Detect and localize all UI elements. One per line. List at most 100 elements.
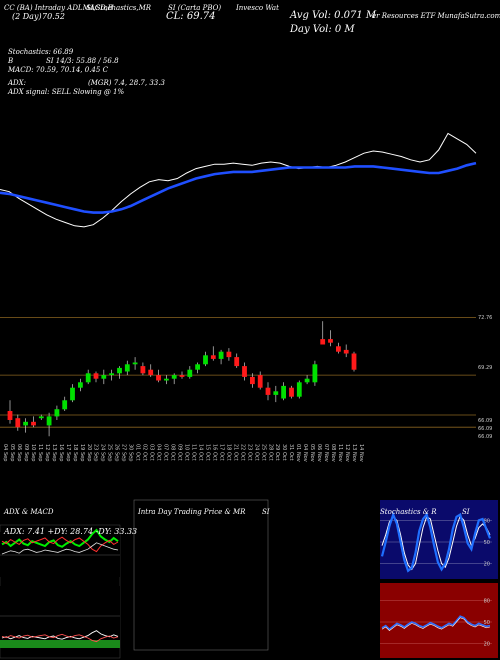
- candle: [7, 400, 13, 424]
- candle-body: [70, 387, 75, 401]
- date-label: 30 Sep: [128, 444, 134, 461]
- candle: [85, 369, 91, 385]
- indicator-line-blue: [0, 161, 477, 214]
- candle: [289, 385, 294, 399]
- candle: [132, 357, 138, 370]
- candle-body: [156, 375, 161, 381]
- stochastics-title: Stochastics & R: [380, 508, 437, 516]
- candle-body: [226, 351, 232, 358]
- date-label: 08 Nov: [330, 444, 336, 462]
- candle: [23, 418, 28, 433]
- candle-body: [117, 367, 122, 374]
- date-label: 24 Sep: [100, 444, 106, 461]
- candle: [304, 375, 310, 385]
- date-label: 06 Sep: [16, 444, 22, 461]
- candle: [203, 351, 208, 367]
- indicator-line-white: [0, 132, 477, 228]
- price-label-high: 72.76: [478, 315, 492, 321]
- candle-body: [351, 353, 357, 370]
- candle: [187, 366, 193, 379]
- candle-body: [38, 416, 44, 419]
- date-label: 29 Oct: [274, 444, 280, 461]
- macd-histogram-bar: [0, 640, 120, 648]
- candle: [140, 362, 146, 376]
- intraday-si: SI: [262, 508, 270, 516]
- header-title-right: Invesco Wat: [236, 4, 279, 12]
- candle: [38, 414, 44, 420]
- header-title-mid2: SI (Carta PBO): [168, 4, 222, 12]
- candle-body: [242, 366, 247, 377]
- upper-indicator-chart: [0, 132, 477, 228]
- candle: [101, 369, 107, 385]
- stochastics-readout: Stochastics: 66.89: [8, 48, 74, 56]
- date-label: 11 Nov: [337, 444, 343, 462]
- candle: [226, 348, 232, 361]
- date-axis: 04 Sep 05 Sep 06 Sep 09 Sep 10 Sep 11 Sep 12 S…: [2, 444, 364, 462]
- price-label-low3: 66.09: [478, 434, 492, 440]
- candle-body: [195, 364, 200, 370]
- candle-body: [101, 375, 107, 379]
- date-label: 10 Sep: [30, 444, 36, 461]
- date-label: 04 Oct: [156, 444, 162, 461]
- adx-label: ADX:: [8, 79, 27, 87]
- candle: [257, 371, 263, 390]
- etf-name: er Resources ETF MunafaSutra.com: [372, 12, 500, 20]
- adx-values: ADX: 7.41 +DY: 28.74 -DY: 33.33: [4, 527, 138, 536]
- adx-macd-panel: [0, 524, 121, 659]
- minus-di-line: [1, 536, 119, 553]
- candle: [179, 371, 185, 379]
- si-readout: SI 14/3: 55.88 / 56.8: [46, 57, 119, 65]
- candle: [328, 330, 333, 347]
- candle-body: [148, 369, 154, 376]
- date-label: 01 Oct: [135, 444, 141, 461]
- price-label-low2: 66.09: [478, 426, 492, 432]
- candle-body: [164, 378, 169, 381]
- macd-signal-line: [1, 633, 119, 643]
- date-label: 03 Oct: [149, 444, 155, 461]
- date-label: 09 Oct: [177, 444, 183, 461]
- candle-body: [78, 382, 83, 388]
- candlestick-chart: [7, 321, 357, 437]
- rsi-panel: 80 50 20: [380, 583, 498, 658]
- date-label: 23 Oct: [246, 444, 252, 461]
- candle: [164, 375, 169, 385]
- candle-body: [15, 418, 21, 428]
- date-label: 01 Nov: [295, 444, 301, 462]
- rsi-level-label: 80: [484, 598, 490, 604]
- avg-volume: Avg Vol: 0.071 M: [290, 10, 377, 21]
- date-label: 10 Oct: [184, 444, 190, 461]
- candle: [124, 360, 130, 376]
- candle: [273, 385, 279, 403]
- plus-di-line: [1, 528, 119, 548]
- candle-body: [93, 373, 99, 379]
- candle: [242, 362, 247, 381]
- candle: [70, 384, 75, 403]
- candle: [312, 360, 318, 386]
- close-label: CL: 69.74: [166, 11, 216, 22]
- candle-body: [234, 357, 240, 367]
- rsi-line: [381, 615, 491, 631]
- rsi-level-label: 20: [484, 642, 490, 648]
- candle: [343, 344, 349, 358]
- rsi-level-label: 50: [484, 620, 490, 626]
- date-label: 17 Oct: [218, 444, 224, 461]
- candle-body: [31, 421, 36, 426]
- candle-body: [281, 385, 286, 399]
- price-label-low1: 66.09: [478, 418, 492, 424]
- candle: [54, 405, 60, 420]
- candle-body: [320, 339, 326, 345]
- date-label: 23 Sep: [93, 444, 99, 461]
- date-label: 25 Sep: [107, 444, 113, 461]
- date-label: 27 Sep: [121, 444, 127, 461]
- candle: [296, 380, 302, 399]
- candle: [117, 366, 122, 379]
- intraday-title: Intra Day Trading Price & MR: [138, 508, 246, 516]
- candle-body: [109, 373, 114, 376]
- date-label: 19 Sep: [79, 444, 85, 461]
- stochastics-panel: 80 50 20: [380, 500, 498, 579]
- b-label: B: [8, 57, 14, 65]
- day-label: (2 Day): [12, 12, 42, 21]
- candle: [281, 382, 286, 401]
- candle-body: [336, 346, 341, 352]
- date-label: 07 Oct: [163, 444, 169, 461]
